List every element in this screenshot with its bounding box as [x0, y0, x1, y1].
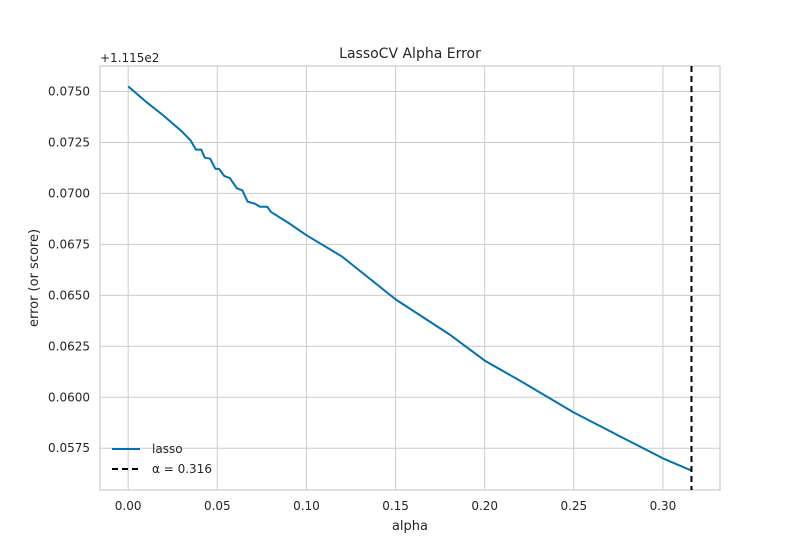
x-tick-label: 0.30 [650, 499, 677, 513]
legend: lasso α = 0.316 [112, 442, 212, 476]
x-tick-label: 0.10 [293, 499, 320, 513]
y-tick-label: 0.0675 [48, 237, 90, 251]
grid-lines [100, 66, 720, 490]
x-tick-labels: 0.00 0.05 0.10 0.15 0.20 0.25 0.30 [115, 499, 677, 513]
y-tick-label: 0.0575 [48, 441, 90, 455]
y-tick-label: 0.0750 [48, 84, 90, 98]
chart-title: LassoCV Alpha Error [339, 46, 481, 62]
legend-label-lasso: lasso [152, 442, 183, 456]
y-tick-label: 0.0625 [48, 339, 90, 353]
x-axis-label: alpha [392, 519, 428, 534]
y-tick-label: 0.0700 [48, 186, 90, 200]
y-tick-label: 0.0725 [48, 135, 90, 149]
y-offset-label: +1.115e2 [100, 51, 159, 65]
x-tick-label: 0.20 [471, 499, 498, 513]
y-tick-labels: 0.0575 0.0600 0.0625 0.0650 0.0675 0.0700 0.07… [48, 84, 90, 455]
x-tick-label: 0.05 [204, 499, 231, 513]
legend-label-alpha: α = 0.316 [152, 462, 212, 476]
x-tick-label: 0.00 [115, 499, 142, 513]
x-tick-label: 0.15 [382, 499, 409, 513]
x-tick-label: 0.25 [560, 499, 587, 513]
y-axis-label: error (or score) [27, 229, 42, 327]
y-tick-label: 0.0650 [48, 288, 90, 302]
y-tick-label: 0.0600 [48, 390, 90, 404]
series-line-lasso [127, 85, 692, 472]
plot-area [99, 65, 721, 491]
series-layer [127, 85, 692, 472]
